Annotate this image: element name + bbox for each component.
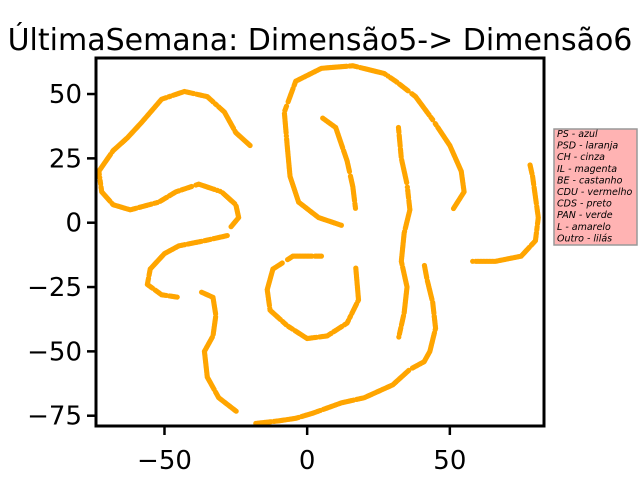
series-arc-far-right xyxy=(470,162,541,264)
series-arc-upper-center xyxy=(281,63,467,228)
data-point xyxy=(233,408,239,414)
legend-entry: CDU - vermelho xyxy=(557,187,633,198)
x-tick-label: −50 xyxy=(137,446,192,476)
data-point xyxy=(174,294,180,300)
legend-entry: CDS - preto xyxy=(557,199,612,210)
data-point xyxy=(188,183,195,190)
data-point xyxy=(396,334,402,340)
plot-area-frame xyxy=(94,56,546,428)
data-point xyxy=(346,168,353,175)
legend-entry: PSD - laranja xyxy=(557,141,618,152)
data-point xyxy=(228,224,234,230)
data-point xyxy=(421,262,428,269)
legend-entry: CH - cinza xyxy=(557,152,605,163)
legend-entry: L - amarelo xyxy=(557,222,611,233)
y-tick-label: 0 xyxy=(65,209,82,239)
y-tick-label: −25 xyxy=(27,273,82,303)
series-arc-center xyxy=(264,253,362,342)
x-tick-label: 0 xyxy=(299,446,316,476)
data-point xyxy=(404,179,410,186)
data-point xyxy=(283,103,290,109)
y-axis: 50 25 0 −25 −50 −75 xyxy=(27,80,96,432)
data-point xyxy=(352,205,359,211)
series-arc-right-inner xyxy=(395,124,413,340)
y-tick-label: −50 xyxy=(27,337,82,367)
data-point xyxy=(353,265,359,271)
legend-entry: PAN - verde xyxy=(557,210,613,221)
data-point xyxy=(450,205,457,212)
x-tick-label: 50 xyxy=(433,446,466,476)
chart-title: ÚltimaSemana: Dimensão5-> Dimensão6 xyxy=(8,21,633,58)
legend-entry: PS - azul xyxy=(557,129,598,140)
legend-entry: Outro - lilás xyxy=(557,233,612,244)
scatter-points xyxy=(96,63,541,427)
y-tick-label: −75 xyxy=(27,402,82,432)
data-point xyxy=(527,162,533,168)
series-arc-middle-left xyxy=(144,232,230,300)
x-axis: −50 0 50 xyxy=(137,426,466,476)
series-arc-upper-left xyxy=(96,88,253,230)
data-point xyxy=(430,117,436,123)
y-tick-label: 25 xyxy=(49,144,82,174)
data-point xyxy=(406,367,412,374)
data-point xyxy=(405,88,411,94)
series-arc-lower-left xyxy=(198,289,239,414)
legend-entry: IL - magenta xyxy=(557,164,617,175)
data-point xyxy=(284,256,291,263)
legend-box xyxy=(553,128,638,246)
series-arc-inner-center xyxy=(320,115,359,211)
legend-entry: BE - castanho xyxy=(557,175,623,186)
series-arc-bottom xyxy=(253,262,439,427)
y-tick-label: 50 xyxy=(49,80,82,110)
